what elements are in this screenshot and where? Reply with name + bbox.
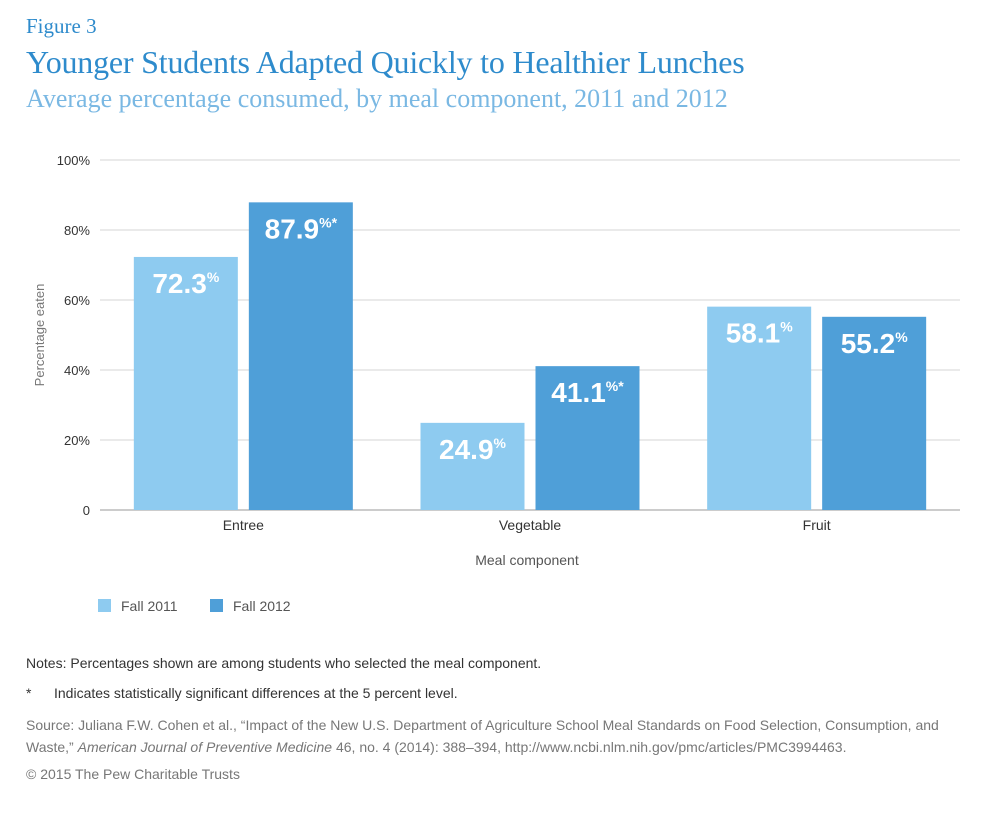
data-label: 72.3% — [152, 268, 220, 299]
x-axis-label: Meal component — [475, 552, 579, 568]
significance-note: * Indicates statistically significant dif… — [26, 685, 458, 701]
data-label: 41.1%* — [551, 377, 624, 408]
bar-entree-fall-2012 — [248, 202, 353, 510]
y-tick-label: 80% — [64, 223, 90, 238]
y-tick-label: 20% — [64, 433, 90, 448]
chart-title: Younger Students Adapted Quickly to Heal… — [26, 44, 745, 80]
bar-fruit-fall-2012 — [822, 316, 927, 510]
x-tick-label: Entree — [223, 517, 264, 533]
y-axis-label: Percentage eaten — [32, 284, 47, 387]
legend-swatch-fall-2012 — [210, 599, 223, 612]
y-tick-label: 100% — [57, 153, 91, 168]
data-label: 58.1% — [726, 318, 794, 349]
x-tick-label: Vegetable — [499, 517, 561, 533]
y-tick-label: 0 — [83, 503, 90, 518]
legend-item-fall-2012: Fall 2012 — [210, 598, 291, 614]
y-tick-label: 40% — [64, 363, 90, 378]
bar-chart: 0 20% 40% 60% 80% 100% Percentage eaten 72.3% 87… — [32, 153, 960, 568]
data-label: 87.9%* — [265, 213, 338, 244]
legend-label-fall-2012: Fall 2012 — [233, 598, 291, 614]
bar-vegetable-fall-2011 — [420, 422, 525, 510]
legend-label-fall-2011: Fall 2011 — [121, 598, 178, 614]
data-label: 55.2% — [841, 328, 909, 359]
notes: Notes: Percentages shown are among stude… — [26, 655, 542, 671]
significance-star: * — [26, 685, 32, 701]
copyright: © 2015 The Pew Charitable Trusts — [26, 766, 240, 782]
significance-text: Indicates statistically significant diff… — [54, 685, 458, 701]
bar-vegetable-fall-2012 — [535, 366, 640, 510]
source-prefix: Source: Juliana F.W. Cohen et al., “Impa… — [26, 717, 939, 755]
data-label: 24.9% — [439, 434, 507, 465]
y-tick-label: 60% — [64, 293, 90, 308]
figure-label: Figure 3 — [26, 14, 97, 38]
bar-entree-fall-2011 — [133, 256, 238, 510]
source-citation: Source: Juliana F.W. Cohen et al., “Impa… — [26, 714, 971, 758]
legend-swatch-fall-2011 — [98, 599, 111, 612]
x-tick-label: Fruit — [803, 517, 831, 533]
source-suffix: 46, no. 4 (2014): 388–394, http://www.nc… — [332, 739, 847, 755]
chart-subtitle: Average percentage consumed, by meal com… — [26, 84, 728, 113]
bar-fruit-fall-2011 — [707, 306, 812, 510]
legend-item-fall-2011: Fall 2011 — [98, 598, 178, 614]
source-journal: American Journal of Preventive Medicine — [77, 739, 333, 755]
